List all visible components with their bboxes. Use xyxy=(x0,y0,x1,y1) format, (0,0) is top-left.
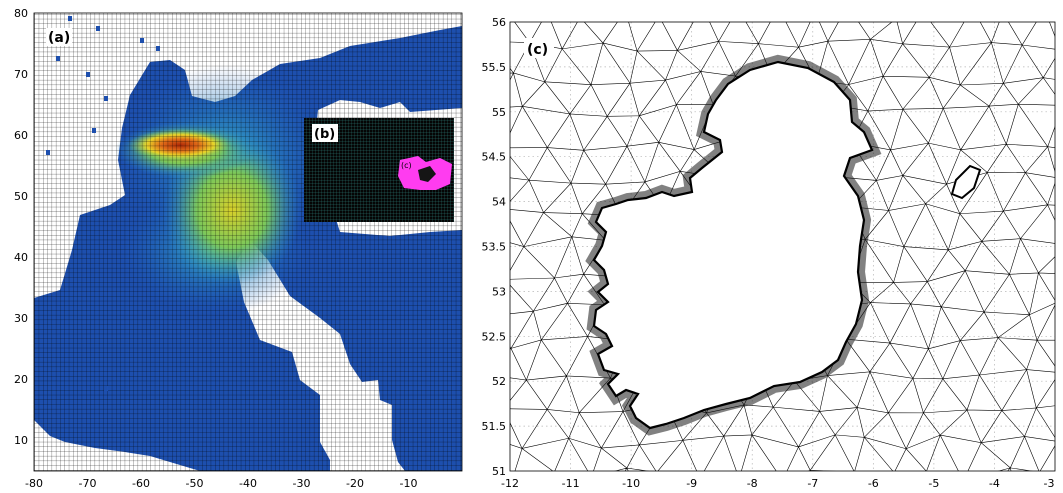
ireland-mesh-map: (c) -12 -11 -10 -9 -8 -7 -6 -5 -4 -3 56 … xyxy=(482,16,1056,490)
x-tick-label: -10 xyxy=(400,477,418,490)
lough-neagh xyxy=(950,164,982,200)
x-tick-label: -80 xyxy=(25,477,43,490)
y-tick-label: 70 xyxy=(14,68,28,81)
x-axis-ticks: -12 -11 -10 -9 -8 -7 -6 -5 -4 -3 xyxy=(501,477,1054,490)
y-tick-label: 51.5 xyxy=(482,420,507,433)
y-axis-ticks: 80 70 60 50 40 30 20 10 xyxy=(14,7,28,447)
x-tick-label: -5 xyxy=(928,477,939,490)
north-atlantic-grid-map: (a) (b) (c) -80 -70 -60 -50 -40 -30 -20 … xyxy=(14,7,463,490)
y-tick-label: 53.5 xyxy=(482,241,507,254)
y-tick-label: 30 xyxy=(14,312,28,325)
y-tick-label: 54.5 xyxy=(482,151,507,164)
y-tick-label: 52.5 xyxy=(482,330,507,343)
label-b-bg xyxy=(312,124,338,142)
label-a-bg xyxy=(46,28,72,46)
inset-b-label: (b) xyxy=(314,127,335,142)
y-tick-label: 60 xyxy=(14,129,28,142)
x-tick-label: -3 xyxy=(1044,477,1055,490)
x-tick-label: -9 xyxy=(686,477,697,490)
x-tick-label: -20 xyxy=(346,477,364,490)
y-tick-label: 50 xyxy=(14,190,28,203)
x-axis-ticks: -80 -70 -60 -50 -40 -30 -20 -10 xyxy=(25,477,417,490)
y-tick-label: 55 xyxy=(492,106,506,119)
x-tick-label: -70 xyxy=(79,477,97,490)
y-tick-label: 10 xyxy=(14,434,28,447)
x-tick-label: -11 xyxy=(562,477,580,490)
y-tick-label: 56 xyxy=(492,16,506,29)
x-tick-label: -40 xyxy=(239,477,257,490)
x-tick-label: -7 xyxy=(807,477,818,490)
y-tick-label: 20 xyxy=(14,373,28,386)
y-tick-label: 53 xyxy=(492,285,506,298)
x-tick-label: -8 xyxy=(747,477,758,490)
y-tick-label: 80 xyxy=(14,7,28,20)
model-grid xyxy=(34,13,462,471)
y-tick-label: 40 xyxy=(14,251,28,264)
x-tick-label: -30 xyxy=(293,477,311,490)
x-tick-label: -60 xyxy=(132,477,150,490)
y-tick-label: 55.5 xyxy=(482,61,507,74)
plot-frame xyxy=(509,21,1056,472)
x-tick-label: -10 xyxy=(622,477,640,490)
y-tick-label: 52 xyxy=(492,375,506,388)
ireland-landmass xyxy=(592,60,874,430)
x-tick-label: -6 xyxy=(868,477,879,490)
panel-c-label: (c) xyxy=(527,42,548,58)
plot-frame xyxy=(33,12,463,472)
y-tick-label: 54 xyxy=(492,196,506,209)
x-tick-label: -4 xyxy=(989,477,1000,490)
y-tick-label: 51 xyxy=(492,465,506,478)
panel-a-label: (a) xyxy=(48,30,70,46)
x-tick-label: -12 xyxy=(501,477,519,490)
label-c-bg xyxy=(524,38,554,58)
y-axis-ticks: 56 55.5 55 54.5 54 53.5 53 52.5 52 51.5 … xyxy=(482,16,507,478)
ireland-silhouette xyxy=(418,166,436,182)
isolated-cells xyxy=(46,16,160,391)
inset-c-label: (c) xyxy=(401,161,412,170)
x-tick-label: -50 xyxy=(186,477,204,490)
